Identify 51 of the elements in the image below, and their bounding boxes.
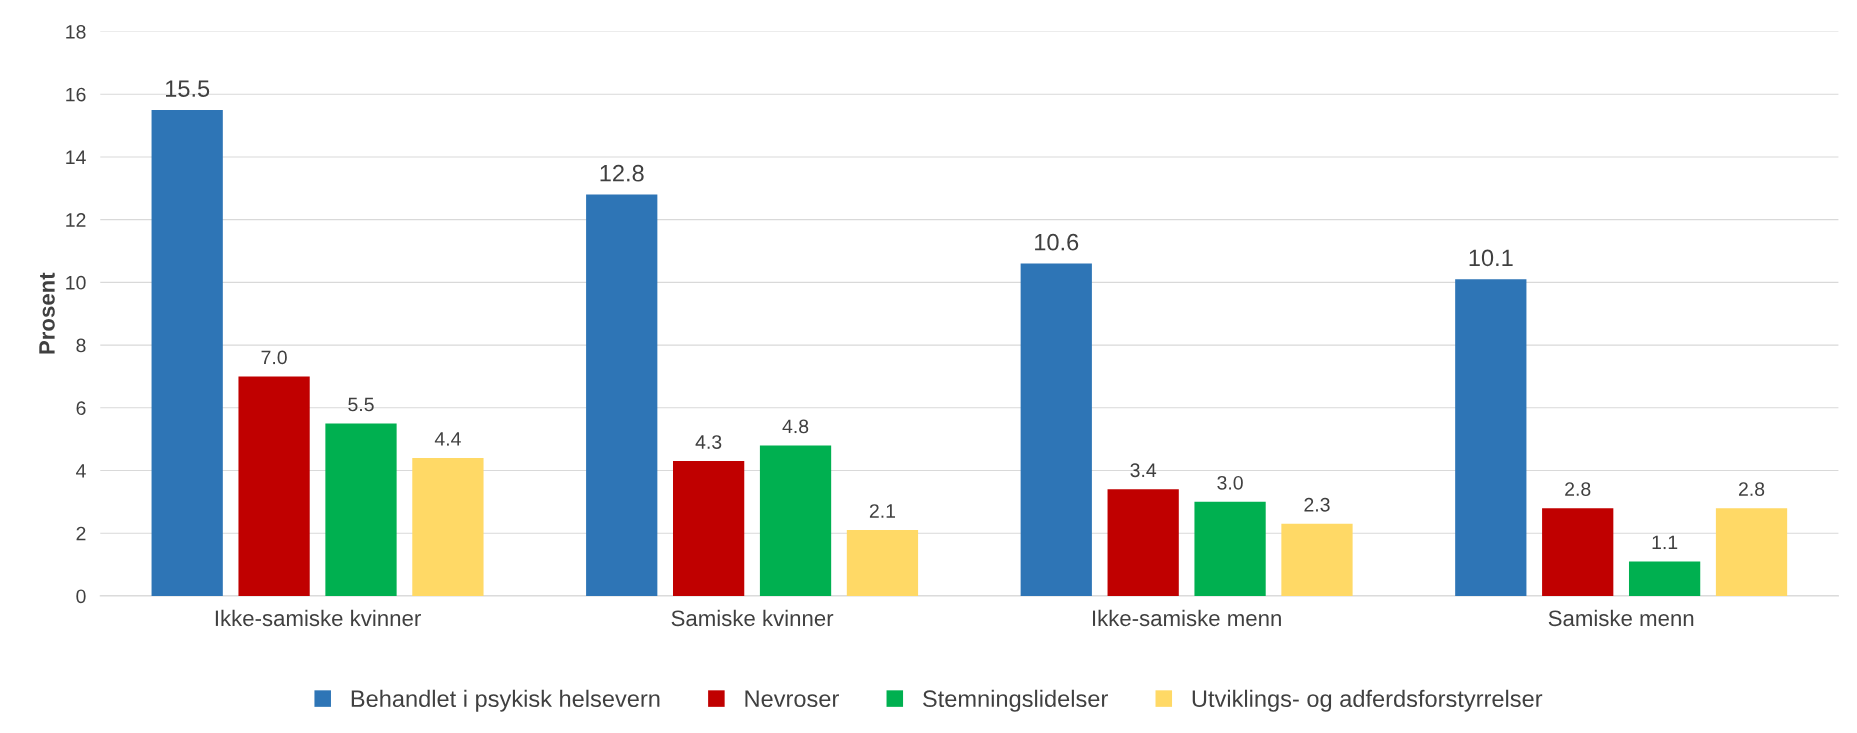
- data-label: 12.8: [600, 164, 644, 182]
- bar: [1107, 489, 1179, 596]
- bar: [1628, 561, 1701, 596]
- x-tick-label: Samiske kvinner: [671, 609, 834, 627]
- data-label: 2.8: [1565, 482, 1591, 496]
- data-label: 15.5: [166, 80, 210, 97]
- bar: [1020, 263, 1092, 596]
- y-tick-label: 16: [66, 87, 86, 102]
- bar: [1281, 523, 1353, 596]
- y-tick-label: 6: [76, 401, 86, 416]
- data-label: 1.1: [1652, 535, 1678, 550]
- y-tick-label: 2: [76, 526, 86, 541]
- legend-label: Stemningslidelser: [923, 689, 1108, 712]
- bar: [1715, 508, 1788, 596]
- bar: [412, 457, 484, 596]
- y-tick-label: 12: [66, 213, 86, 227]
- y-tick-label: 18: [66, 24, 86, 39]
- data-label: 10.1: [1469, 249, 1513, 267]
- data-label: 4.4: [434, 432, 461, 446]
- x-tick-label: Samiske menn: [1548, 609, 1694, 627]
- data-label: 5.5: [348, 397, 374, 412]
- legend-label: Nevroser: [745, 690, 839, 708]
- x-tick-label: Ikke-samiske kvinner: [215, 609, 421, 627]
- bar: [846, 530, 919, 596]
- data-label: 2.1: [869, 504, 896, 518]
- data-label: 3.4: [1130, 463, 1157, 478]
- y-tick-label: 8: [76, 338, 86, 353]
- bar: [325, 423, 397, 596]
- bar: [1455, 279, 1527, 596]
- data-label: 7.0: [261, 350, 287, 365]
- x-tick-label: Ikke-samiske menn: [1092, 609, 1281, 627]
- data-label: 4.8: [782, 419, 809, 434]
- bar: [586, 194, 658, 596]
- data-label: 2.3: [1304, 497, 1330, 512]
- bar: [238, 376, 310, 596]
- data-label: 10.6: [1035, 233, 1079, 251]
- bar: [151, 109, 223, 596]
- bar: [1194, 501, 1266, 596]
- y-tick-label: 4: [76, 464, 86, 478]
- bar: [673, 461, 745, 596]
- bar: [759, 445, 832, 596]
- legend-label: Utviklings- og adferdsforstyrrelser: [1192, 689, 1543, 712]
- legend-label: Behandlet i psykisk helsevern: [351, 689, 660, 712]
- y-tick-label: 0: [76, 589, 86, 604]
- data-label: 4.3: [695, 435, 722, 449]
- y-axis-title: Prosent: [39, 272, 55, 354]
- data-label: 3.0: [1217, 475, 1243, 490]
- y-tick-label: 10: [66, 275, 86, 290]
- y-tick-label: 14: [66, 150, 86, 164]
- data-label: 2.8: [1738, 482, 1765, 496]
- bar: [1542, 508, 1614, 596]
